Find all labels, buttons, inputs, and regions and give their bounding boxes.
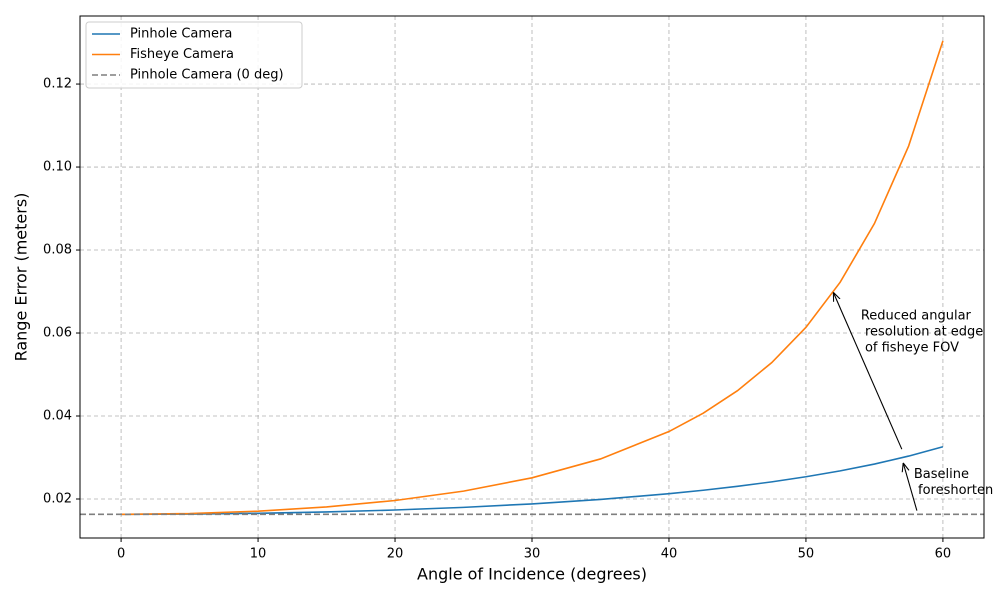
- legend-label: Fisheye Camera: [130, 47, 234, 62]
- annotation-text: resolution at edge: [861, 325, 984, 340]
- y-tick-label: 0.06: [43, 326, 72, 341]
- annotation-text: Reduced angular: [861, 309, 972, 324]
- x-tick-label: 40: [661, 547, 678, 562]
- legend-box: [85, 21, 303, 89]
- plot-frame: [79, 15, 985, 539]
- legend-label: Pinhole Camera (0 deg): [130, 68, 284, 83]
- y-tick-label: 0.12: [43, 77, 72, 92]
- y-axis-label: Range Error (meters): [12, 193, 31, 362]
- legend-label: Pinhole Camera: [130, 27, 232, 42]
- x-tick-label: 10: [250, 547, 267, 562]
- plot-area: [80, 40, 984, 516]
- annotation-arrow: [833, 292, 903, 450]
- y-tick-label: 0.08: [43, 243, 72, 258]
- legend: Pinhole Camera Fisheye Camera Pinhole Came…: [85, 21, 303, 89]
- x-tick-label: 30: [524, 547, 541, 562]
- x-tick-label: 0: [117, 547, 125, 562]
- x-tick-label: 60: [935, 547, 952, 562]
- y-tick-label: 0.10: [43, 160, 72, 175]
- series-line: [121, 40, 944, 516]
- series-line: [121, 445, 944, 516]
- y-tick-label: 0.04: [43, 409, 72, 424]
- x-tick-label: 20: [387, 547, 404, 562]
- annotation-text: foreshorten: [914, 483, 993, 498]
- x-axis-label: Angle of Incidence (degrees): [417, 565, 647, 584]
- y-tick-label: 0.02: [43, 491, 72, 506]
- x-tick-label: 50: [798, 547, 815, 562]
- annotation-text: of fisheye FOV: [861, 341, 959, 356]
- annotation-text: Baseline: [914, 467, 969, 482]
- annotation-arrow: [903, 463, 918, 511]
